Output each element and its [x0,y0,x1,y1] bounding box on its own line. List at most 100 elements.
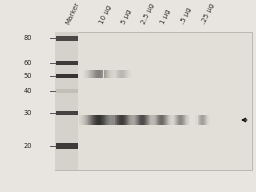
Bar [117,115,118,125]
Text: 80: 80 [24,35,32,41]
Bar [129,70,130,78]
Bar [134,115,135,125]
Bar [121,115,122,125]
Bar [96,70,97,78]
Bar [109,115,110,125]
Bar [120,70,121,78]
Bar [184,115,185,125]
Bar [156,115,157,125]
Bar [113,115,114,125]
Bar [114,70,115,78]
Bar [85,70,86,78]
Bar [124,115,125,125]
Text: .5 μg: .5 μg [179,6,192,25]
Bar [160,115,161,125]
Bar [105,115,106,125]
Bar [112,115,113,125]
Bar [170,115,171,125]
Bar [117,115,118,125]
Bar [107,115,108,125]
Bar [126,70,127,78]
Bar [103,70,104,78]
Bar [173,115,174,125]
Bar [175,115,176,125]
Bar [81,115,82,125]
Bar [85,115,86,125]
Text: .25 μg: .25 μg [200,2,215,25]
Bar [164,115,165,125]
Bar [127,70,128,78]
Bar [56,74,78,78]
Bar [152,115,153,125]
Bar [162,115,163,125]
Bar [143,115,144,125]
Bar [108,115,109,125]
Bar [119,115,120,125]
Bar [112,70,113,78]
Bar [168,115,169,125]
Bar [132,115,133,125]
Bar [95,115,96,125]
Bar [171,115,172,125]
Bar [136,115,137,125]
Bar [92,70,93,78]
Bar [88,115,89,125]
Bar [99,115,100,125]
Bar [137,115,138,125]
Bar [115,115,116,125]
Bar [128,115,129,125]
Bar [98,115,99,125]
Bar [188,115,189,125]
Bar [159,115,160,125]
Bar [93,70,94,78]
Bar [131,70,132,78]
Bar [55,32,78,170]
Bar [178,115,179,125]
Bar [116,70,117,78]
Bar [147,115,148,125]
Bar [56,143,78,149]
Bar [86,70,87,78]
Bar [186,115,187,125]
Bar [139,115,140,125]
Bar [100,70,101,78]
Bar [114,115,115,125]
Bar [165,115,166,125]
Bar [100,115,101,125]
Bar [79,115,80,125]
Bar [110,70,111,78]
Bar [167,115,168,125]
Bar [136,115,137,125]
Text: Marker: Marker [65,1,81,25]
Bar [106,115,107,125]
Bar [109,115,110,125]
Bar [101,70,102,78]
Text: 20: 20 [24,143,32,149]
Bar [84,115,85,125]
Bar [98,70,99,78]
Bar [126,115,127,125]
Text: 40: 40 [24,88,32,94]
Bar [80,115,81,125]
Bar [163,115,164,125]
Bar [118,115,119,125]
Text: 30: 30 [24,110,32,116]
Bar [135,115,136,125]
Bar [128,70,129,78]
Bar [99,70,100,78]
Bar [174,115,175,125]
Bar [56,61,78,65]
Bar [122,70,123,78]
Bar [121,70,122,78]
Bar [123,70,124,78]
Bar [112,115,113,125]
Bar [92,115,93,125]
Bar [94,70,95,78]
Text: 2.5 μg: 2.5 μg [141,2,156,25]
Text: 50: 50 [24,73,32,79]
Bar [148,115,149,125]
Bar [102,115,103,125]
Bar [87,70,88,78]
Bar [111,115,112,125]
Bar [117,70,118,78]
